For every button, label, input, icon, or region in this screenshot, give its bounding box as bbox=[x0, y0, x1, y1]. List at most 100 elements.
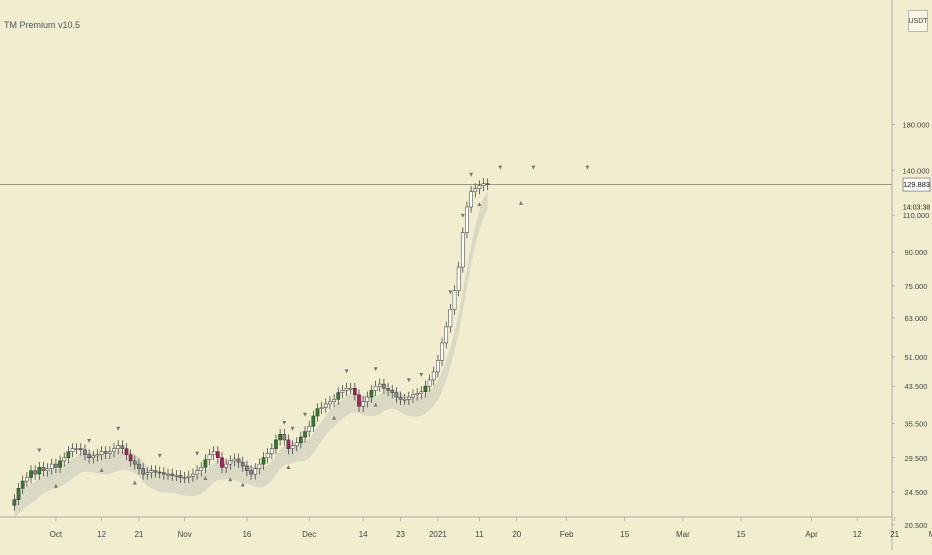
sell-signal bbox=[37, 448, 42, 453]
time-tick-label: 14 bbox=[359, 530, 368, 539]
sell-signal bbox=[290, 426, 295, 431]
candle-body bbox=[249, 470, 253, 475]
price-tick-label: 20.500 bbox=[905, 521, 928, 530]
candle-body bbox=[83, 449, 87, 455]
candle-body bbox=[465, 206, 469, 233]
candle-body bbox=[54, 463, 58, 468]
candle-body bbox=[24, 477, 29, 482]
buy-signal bbox=[203, 476, 208, 481]
buy-signal bbox=[332, 415, 337, 420]
price-tick-label: 180.000 bbox=[902, 120, 929, 129]
countdown-value: 14:03:38 bbox=[903, 205, 930, 212]
candle-body bbox=[174, 475, 179, 477]
candle-body bbox=[390, 390, 395, 393]
candle-body bbox=[452, 290, 457, 310]
last-price-box bbox=[902, 177, 931, 192]
candle-body bbox=[191, 473, 195, 477]
sell-signal bbox=[406, 378, 411, 383]
candle-body bbox=[137, 463, 141, 469]
candle-body bbox=[87, 454, 91, 459]
candle-body bbox=[220, 457, 224, 468]
candle-body bbox=[460, 232, 465, 268]
time-tick-label: 2021 bbox=[429, 530, 447, 539]
candle-body bbox=[120, 445, 125, 449]
candle-body bbox=[269, 448, 274, 454]
time-tick-label: Oct bbox=[50, 530, 63, 539]
candle-body bbox=[178, 475, 183, 478]
sell-signal bbox=[282, 421, 287, 426]
candle-body bbox=[41, 467, 46, 471]
buy-signal bbox=[132, 480, 137, 485]
signals-layer bbox=[37, 165, 590, 488]
sell-signal bbox=[585, 165, 590, 170]
buy-signal bbox=[286, 464, 291, 469]
time-tick-label: 21 bbox=[134, 530, 143, 539]
buy-signal bbox=[518, 200, 523, 205]
candle-body bbox=[162, 472, 166, 475]
time-tick-label: 11 bbox=[475, 530, 484, 539]
candle-body bbox=[215, 451, 220, 459]
candle-body bbox=[153, 470, 158, 473]
currency-badge[interactable]: USDT bbox=[908, 10, 928, 32]
candle-body bbox=[29, 470, 33, 478]
candle-body bbox=[282, 434, 287, 441]
candle-body bbox=[278, 434, 282, 441]
candle-body bbox=[62, 457, 67, 462]
candle-body bbox=[91, 455, 96, 459]
candle-body bbox=[485, 183, 490, 185]
price-tick-label: 35.500 bbox=[905, 420, 928, 429]
candle-body bbox=[108, 451, 112, 454]
candle-body bbox=[336, 392, 341, 400]
candle-body bbox=[261, 457, 266, 465]
buy-signal bbox=[99, 467, 104, 472]
sell-signal bbox=[303, 412, 308, 417]
candle-body bbox=[323, 403, 328, 408]
candle-body bbox=[303, 431, 307, 438]
time-tick-label: Apr bbox=[805, 530, 818, 539]
price-axis[interactable]: 20.500 24.500 29.500 35.500 43.500 51.000 63.0… bbox=[892, 120, 930, 530]
buy-signal bbox=[53, 483, 58, 488]
candle-body bbox=[357, 394, 361, 407]
time-axis[interactable]: Oct 12 21 Nov 16 Dec 14 23 2021 11 20 Feb 15 Mar 15 Apr… bbox=[50, 517, 932, 539]
candle-body bbox=[344, 388, 349, 391]
candle-body bbox=[307, 425, 312, 432]
candles-layer bbox=[12, 178, 490, 511]
candle-body bbox=[116, 445, 121, 449]
sell-signal bbox=[157, 453, 162, 458]
candle-body bbox=[294, 442, 299, 446]
candle-body bbox=[274, 439, 278, 449]
sell-signal bbox=[419, 372, 424, 377]
sell-signal bbox=[498, 165, 503, 170]
candle-body bbox=[45, 468, 50, 471]
candle-body bbox=[377, 383, 382, 387]
sell-signal bbox=[344, 369, 349, 374]
sell-signal bbox=[373, 367, 378, 372]
candle-body bbox=[99, 451, 104, 455]
candle-body bbox=[95, 454, 100, 457]
candle-body bbox=[195, 470, 199, 475]
candle-body bbox=[398, 396, 403, 400]
candle-body bbox=[373, 385, 378, 391]
candle-body bbox=[207, 454, 212, 460]
candle-body bbox=[456, 266, 461, 291]
candle-body bbox=[440, 342, 444, 361]
sell-signal bbox=[460, 213, 465, 218]
candle-body bbox=[290, 445, 295, 449]
candle-body bbox=[386, 388, 390, 391]
time-tick-label: 20 bbox=[512, 530, 521, 539]
candle-body bbox=[286, 439, 291, 449]
candle-body bbox=[348, 388, 353, 390]
candle-body bbox=[423, 385, 428, 393]
candle-body bbox=[20, 480, 25, 489]
candle-body bbox=[236, 458, 241, 463]
candle-body bbox=[124, 448, 129, 455]
candle-body bbox=[145, 472, 150, 475]
candle-body bbox=[232, 458, 237, 462]
candle-body bbox=[473, 188, 478, 192]
indicator-title[interactable]: TM Premium v10.5 bbox=[4, 20, 81, 30]
candle-body bbox=[365, 396, 370, 402]
candle-body bbox=[33, 470, 38, 475]
candle-body bbox=[16, 488, 21, 500]
candle-body bbox=[319, 406, 324, 409]
